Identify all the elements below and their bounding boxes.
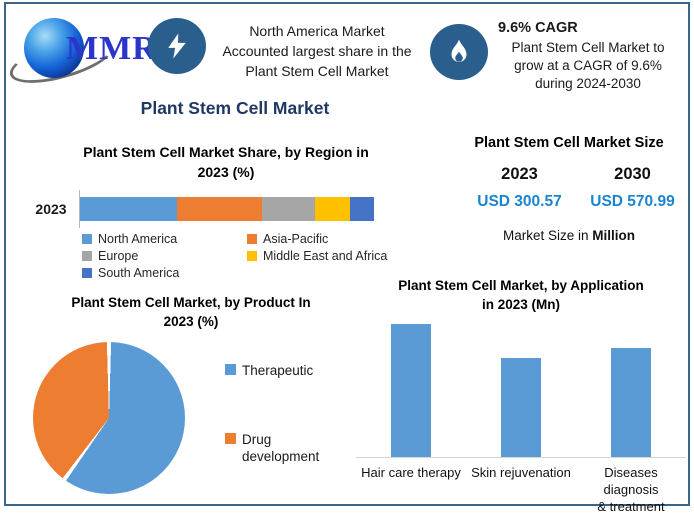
flame-glyph bbox=[451, 39, 467, 62]
region-legend-item-europe: Europe bbox=[82, 249, 245, 263]
legend-swatch bbox=[82, 251, 92, 261]
category-label-line: Skin rejuvenation bbox=[471, 465, 571, 480]
region-legend-item-south-america: South America bbox=[82, 266, 245, 280]
bar-column bbox=[576, 348, 686, 457]
application-chart-title: Plant Stem Cell Market, by Application i… bbox=[356, 276, 686, 314]
market-size-caption: Market Size in Million bbox=[449, 228, 689, 243]
bar-hair-care-therapy bbox=[391, 324, 431, 457]
category-label-line: Diseases diagnosis bbox=[603, 465, 659, 497]
market-size-panel: Plant Stem Cell Market Size 2023 2030 US… bbox=[449, 135, 689, 243]
logo-text: MMR bbox=[66, 30, 158, 67]
highlight-line: grow at a CAGR of 9.6% bbox=[514, 58, 662, 73]
legend-label: Europe bbox=[98, 249, 139, 263]
legend-label: Asia-Pacific bbox=[263, 232, 329, 246]
region-bar-row: 2023 bbox=[30, 190, 422, 228]
product-pie bbox=[33, 342, 185, 494]
product-pie-chart: Plant Stem Cell Market, by Product In 20… bbox=[30, 293, 352, 494]
region-legend-item-asia-pacific: Asia-Pacific bbox=[247, 232, 387, 246]
lightning-icon bbox=[148, 18, 206, 74]
chart-title-line: 2023 (%) bbox=[197, 164, 255, 180]
region-share-chart: Plant Stem Cell Market Share, by Region … bbox=[30, 142, 422, 280]
market-size-values: USD 300.57 USD 570.99 bbox=[449, 193, 689, 211]
chart-title-line: Plant Stem Cell Market Share, by Region … bbox=[83, 144, 369, 160]
category-label-hair-care-therapy: Hair care therapy bbox=[356, 464, 466, 515]
product-legend-item-therapeutic: Therapeutic bbox=[225, 362, 336, 379]
market-size-value-2030: USD 570.99 bbox=[590, 193, 675, 210]
legend-swatch bbox=[247, 251, 257, 261]
legend-swatch bbox=[247, 234, 257, 244]
header-highlight-left: North America Market Accounted largest s… bbox=[206, 21, 428, 81]
chart-title-line: 2023 (%) bbox=[163, 314, 219, 329]
category-label-line: & treatment bbox=[597, 499, 665, 514]
lightning-bolt-glyph bbox=[168, 33, 186, 59]
category-label-skin-rejuvenation: Skin rejuvenation bbox=[466, 464, 576, 515]
chart-title-line: Plant Stem Cell Market, by Product In bbox=[71, 295, 311, 310]
caption-emphasis: Million bbox=[592, 228, 636, 243]
product-legend-item-drug-development: Drug development bbox=[225, 431, 336, 465]
region-segment-middle-east-and-africa bbox=[315, 197, 351, 221]
category-label-diseases-diagnosis-treatment: Diseases diagnosis & treatment bbox=[576, 464, 686, 515]
region-stacked-bar bbox=[80, 197, 374, 221]
market-size-year-2030: 2030 bbox=[614, 165, 651, 183]
region-axis-label: 2023 bbox=[35, 201, 67, 217]
chart-title-line: in 2023 (Mn) bbox=[481, 297, 560, 312]
page-title: Plant Stem Cell Market bbox=[140, 98, 330, 118]
infographic-frame: MMR North America Market Accounted large… bbox=[4, 2, 690, 514]
bar-diseases-diagnosis-treatment bbox=[611, 348, 651, 457]
flame-icon bbox=[430, 24, 488, 80]
region-legend: North America Asia-Pacific Europe Middle Ea… bbox=[82, 232, 387, 280]
cagr-title: 9.6% CAGR bbox=[498, 20, 578, 36]
market-size-title: Plant Stem Cell Market Size bbox=[474, 135, 664, 151]
bar-column bbox=[466, 358, 576, 457]
mmr-logo: MMR bbox=[5, 10, 164, 93]
application-bars bbox=[356, 317, 686, 458]
region-segment-north-america bbox=[80, 197, 178, 221]
market-size-value-2023: USD 300.57 bbox=[477, 193, 562, 210]
header-highlight-right: 9.6% CAGR Plant Stem Cell Market to grow… bbox=[498, 19, 678, 93]
market-size-years: 2023 2030 bbox=[449, 165, 689, 184]
legend-swatch bbox=[225, 364, 236, 375]
product-legend: Therapeutic Drug development bbox=[225, 362, 336, 494]
product-chart-title: Plant Stem Cell Market, by Product In 20… bbox=[30, 293, 352, 331]
legend-swatch bbox=[82, 268, 92, 278]
region-segment-asia-pacific bbox=[177, 197, 263, 221]
highlight-line: North America Market bbox=[249, 23, 385, 39]
caption-text: Market Size in bbox=[502, 228, 593, 243]
application-plot bbox=[356, 317, 686, 458]
region-legend-item-north-america: North America bbox=[82, 232, 245, 246]
globe-icon bbox=[24, 18, 84, 78]
application-bar-chart: Plant Stem Cell Market, by Application i… bbox=[356, 276, 686, 514]
region-segment-europe bbox=[262, 197, 316, 221]
category-label-line: Hair care therapy bbox=[361, 465, 461, 480]
application-labels: Hair care therapy Skin rejuvenation Diseas… bbox=[356, 464, 686, 515]
region-segment-south-america bbox=[350, 197, 374, 221]
region-axis bbox=[79, 190, 374, 228]
bar-skin-rejuvenation bbox=[501, 358, 541, 457]
legend-label: Drug development bbox=[242, 432, 320, 464]
region-legend-item-middle-east-and-africa: Middle East and Africa bbox=[247, 249, 387, 263]
pie-content: Therapeutic Drug development bbox=[30, 342, 352, 494]
legend-label: South America bbox=[98, 266, 180, 280]
highlight-line: Plant Stem Cell Market bbox=[245, 63, 389, 79]
market-size-year-2023: 2023 bbox=[501, 165, 538, 183]
legend-swatch bbox=[225, 433, 236, 444]
bar-column bbox=[356, 324, 466, 457]
region-chart-title: Plant Stem Cell Market Share, by Region … bbox=[30, 142, 422, 182]
highlight-line: during 2024-2030 bbox=[535, 76, 641, 91]
legend-swatch bbox=[82, 234, 92, 244]
legend-label: Therapeutic bbox=[242, 363, 314, 378]
legend-label: Middle East and Africa bbox=[263, 249, 388, 263]
chart-title-line: Plant Stem Cell Market, by Application bbox=[398, 278, 644, 293]
legend-label: North America bbox=[98, 232, 178, 246]
highlight-line: Plant Stem Cell Market to bbox=[511, 40, 665, 55]
highlight-line: Accounted largest share in the bbox=[222, 43, 412, 59]
